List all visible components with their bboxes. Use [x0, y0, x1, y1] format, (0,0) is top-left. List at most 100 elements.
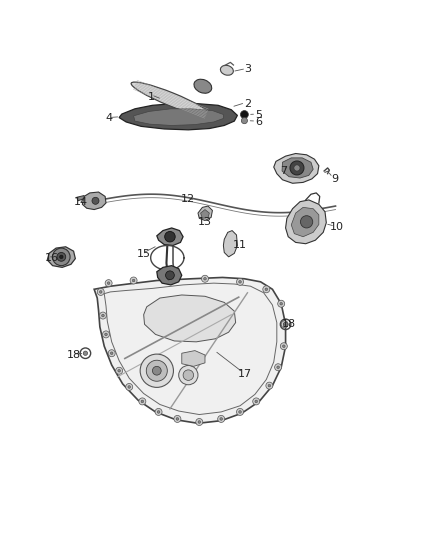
Circle shape [294, 165, 300, 171]
Ellipse shape [220, 66, 233, 75]
Polygon shape [82, 192, 106, 209]
Text: 10: 10 [330, 222, 344, 232]
Circle shape [128, 386, 131, 388]
Circle shape [116, 367, 123, 374]
Circle shape [118, 369, 120, 372]
Text: 11: 11 [233, 240, 247, 251]
Circle shape [60, 255, 63, 259]
Circle shape [140, 354, 173, 387]
Circle shape [155, 408, 162, 415]
Circle shape [241, 118, 247, 124]
Circle shape [204, 278, 206, 280]
Ellipse shape [194, 79, 212, 93]
Circle shape [102, 314, 104, 317]
Circle shape [165, 275, 172, 282]
Circle shape [265, 288, 268, 290]
Circle shape [278, 300, 285, 307]
Circle shape [57, 253, 66, 261]
Circle shape [201, 275, 208, 282]
Circle shape [300, 216, 313, 228]
Circle shape [139, 398, 146, 405]
Text: 4: 4 [105, 114, 112, 124]
Text: 7: 7 [280, 166, 287, 176]
Circle shape [97, 288, 104, 295]
Circle shape [239, 280, 241, 283]
Circle shape [280, 343, 287, 350]
Circle shape [240, 110, 248, 118]
Circle shape [266, 382, 273, 389]
Circle shape [53, 248, 70, 265]
Circle shape [290, 161, 304, 175]
Polygon shape [198, 206, 212, 221]
Circle shape [283, 322, 288, 327]
Circle shape [165, 231, 175, 242]
Circle shape [146, 360, 167, 381]
Circle shape [263, 286, 270, 293]
Circle shape [83, 351, 88, 356]
Circle shape [99, 290, 102, 293]
Circle shape [108, 350, 115, 357]
Circle shape [157, 410, 160, 413]
Polygon shape [47, 247, 75, 268]
Text: 5: 5 [255, 110, 262, 120]
Polygon shape [201, 209, 209, 219]
Polygon shape [77, 196, 84, 201]
Polygon shape [291, 207, 319, 237]
Text: 15: 15 [137, 249, 151, 259]
Text: 1: 1 [148, 92, 155, 102]
Polygon shape [157, 265, 182, 285]
Circle shape [196, 418, 203, 425]
Circle shape [167, 278, 170, 280]
Circle shape [176, 418, 179, 420]
Circle shape [183, 370, 194, 381]
Circle shape [105, 280, 112, 287]
Circle shape [218, 415, 225, 423]
Polygon shape [223, 231, 237, 257]
Circle shape [99, 312, 106, 319]
Text: 9: 9 [332, 174, 339, 184]
Circle shape [179, 366, 198, 385]
Polygon shape [182, 351, 205, 366]
Text: 2: 2 [244, 100, 251, 109]
Text: 14: 14 [74, 197, 88, 207]
Text: 18: 18 [67, 350, 81, 360]
Polygon shape [134, 109, 223, 125]
Circle shape [141, 400, 144, 403]
Circle shape [237, 278, 244, 285]
Circle shape [220, 418, 223, 420]
Circle shape [277, 366, 279, 368]
Circle shape [237, 408, 244, 415]
Circle shape [102, 331, 110, 338]
Polygon shape [144, 295, 236, 342]
Text: 16: 16 [45, 253, 59, 263]
Text: 6: 6 [255, 117, 262, 127]
Circle shape [275, 364, 282, 371]
Circle shape [283, 323, 286, 326]
Circle shape [110, 352, 113, 354]
Circle shape [132, 279, 135, 282]
Polygon shape [282, 158, 313, 178]
Text: 3: 3 [244, 64, 251, 75]
Text: 18: 18 [282, 319, 296, 329]
Circle shape [255, 400, 258, 403]
Circle shape [92, 197, 99, 204]
Circle shape [166, 271, 174, 280]
Polygon shape [286, 200, 326, 244]
Polygon shape [119, 103, 237, 130]
Text: 13: 13 [198, 217, 212, 227]
Text: 12: 12 [181, 193, 195, 204]
Circle shape [105, 333, 107, 336]
Polygon shape [274, 154, 319, 183]
Circle shape [130, 277, 137, 284]
Circle shape [152, 366, 161, 375]
Circle shape [253, 398, 260, 405]
Circle shape [198, 421, 201, 423]
Circle shape [239, 410, 241, 413]
Circle shape [107, 282, 110, 285]
Circle shape [281, 321, 288, 328]
Circle shape [280, 302, 283, 305]
Circle shape [268, 384, 271, 387]
Circle shape [283, 345, 285, 348]
Polygon shape [157, 228, 183, 246]
Circle shape [126, 383, 133, 391]
